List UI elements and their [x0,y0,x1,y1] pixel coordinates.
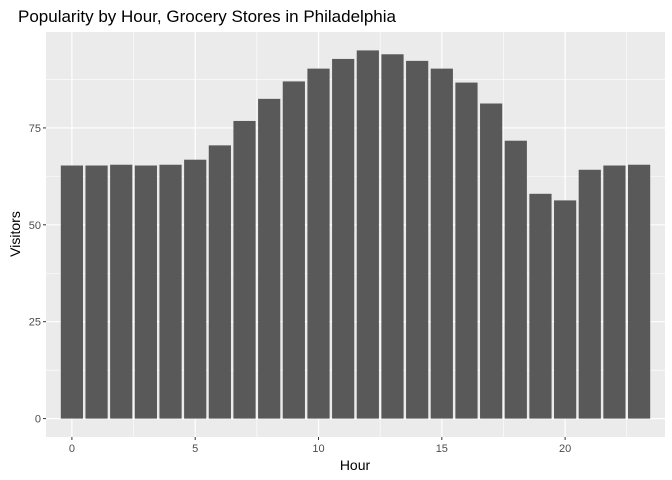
chart-title: Popularity by Hour, Grocery Stores in Ph… [18,7,397,26]
x-tick-label: 0 [69,443,75,455]
bar-hour-19 [529,193,552,419]
bar-hour-7 [233,120,256,419]
bar-hour-15 [430,68,453,419]
bar-hour-21 [578,169,601,419]
bar-hour-5 [184,159,207,419]
y-axis-ticks: 0 25 50 75 [29,123,46,426]
y-tick-label: 75 [29,123,41,135]
bar-hour-14 [406,60,429,419]
bar-hour-10 [307,68,330,419]
bar-hour-13 [381,54,404,419]
y-tick-label: 0 [35,414,41,426]
bar-hour-11 [332,58,355,419]
x-tick-label: 20 [559,443,571,455]
bar-hour-3 [134,165,157,419]
x-axis-title: Hour [340,457,371,473]
y-tick-label: 25 [29,317,41,329]
bar-hour-1 [85,165,108,419]
y-axis-title: Visitors [7,211,23,257]
bar-hour-4 [159,164,182,419]
bar-hour-0 [60,165,83,419]
x-tick-label: 10 [312,443,324,455]
bars [60,50,651,419]
bar-hour-2 [110,164,133,419]
y-tick-label: 50 [29,220,41,232]
bar-hour-16 [455,82,478,419]
x-tick-label: 5 [192,443,198,455]
x-axis-ticks: 0 5 10 15 20 [69,437,571,455]
bar-hour-9 [282,81,305,419]
bar-hour-17 [480,103,503,419]
bar-hour-20 [554,200,577,419]
x-tick-label: 15 [436,443,448,455]
bar-hour-8 [258,98,281,419]
bar-hour-12 [356,50,379,419]
bar-hour-18 [504,140,527,419]
bar-hour-6 [208,145,231,419]
bar-hour-22 [603,165,626,419]
bar-hour-23 [628,164,651,419]
